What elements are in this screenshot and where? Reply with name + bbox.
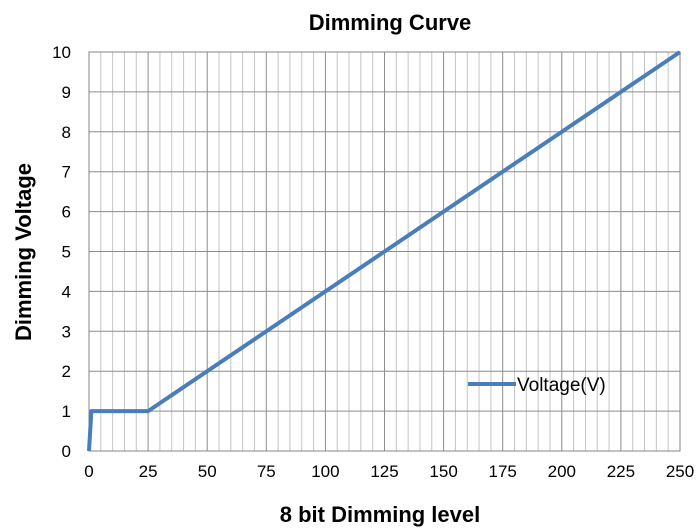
y-tick-labels: 0 1 2 3 4 5 6 7 8 9 10 xyxy=(52,43,71,461)
x-tick-label: 125 xyxy=(370,462,398,481)
series-layer xyxy=(87,50,682,452)
y-tick-label: 1 xyxy=(62,402,71,421)
y-tick-label: 3 xyxy=(62,322,71,341)
y-tick-label: 0 xyxy=(62,442,71,461)
x-tick-label: 150 xyxy=(429,462,457,481)
x-tick-label: 50 xyxy=(198,462,217,481)
x-tick-label: 100 xyxy=(311,462,339,481)
x-tick-label: 225 xyxy=(607,462,635,481)
x-tick-label: 75 xyxy=(257,462,276,481)
y-tick-label: 7 xyxy=(62,163,71,182)
y-tick-label: 6 xyxy=(62,203,71,222)
x-tick-label: 0 xyxy=(84,462,93,481)
x-tick-label: 250 xyxy=(666,462,694,481)
y-tick-label: 8 xyxy=(62,123,71,142)
chart-title: Dimming Curve xyxy=(309,10,472,35)
y-tick-label: 10 xyxy=(52,43,71,62)
x-tick-labels: 0 25 50 75 100 125 150 175 200 225 250 xyxy=(84,462,694,481)
x-tick-label: 175 xyxy=(489,462,517,481)
plot-border xyxy=(88,51,681,452)
y-tick-label: 4 xyxy=(62,282,71,301)
y-tick-label: 2 xyxy=(62,362,71,381)
y-axis-title: Dimming Voltage xyxy=(11,163,36,341)
y-tick-label: 5 xyxy=(62,243,71,262)
x-tick-label: 25 xyxy=(139,462,158,481)
legend-label-voltage: Voltage(V) xyxy=(517,375,606,396)
grid xyxy=(89,52,680,451)
y-tick-label: 9 xyxy=(62,83,71,102)
series-line-voltage xyxy=(87,50,682,452)
legend: Voltage(V) xyxy=(468,375,606,396)
x-tick-label: 200 xyxy=(548,462,576,481)
x-axis-title: 8 bit Dimming level xyxy=(280,502,481,527)
